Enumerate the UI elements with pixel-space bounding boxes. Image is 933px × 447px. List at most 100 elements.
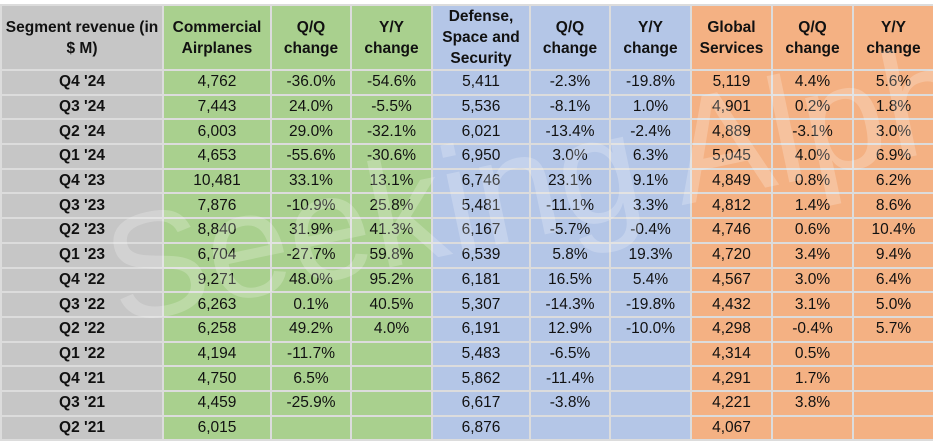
cell-services-qq: [771, 414, 854, 442]
cell-commercial-qq: 29.0%: [270, 118, 352, 146]
cell-defense-yy: -19.8%: [609, 69, 692, 96]
cell-commercial-airplanes: 6,003: [162, 118, 272, 146]
cell-defense-qq: -13.4%: [529, 118, 611, 146]
cell-services-yy: 5.6%: [852, 69, 933, 96]
cell-defense-qq: -3.8%: [529, 389, 611, 417]
cell-commercial-airplanes: 6,263: [162, 291, 272, 318]
table-row: Q1 '24 4,653 -55.6% -30.6% 6,950 3.0% 6.3% 5,04…: [0, 143, 933, 170]
cell-quarter: Q4 '21: [0, 365, 164, 392]
cell-commercial-yy: 59.8%: [350, 241, 433, 269]
cell-defense-space-security: 5,307: [431, 291, 531, 318]
cell-global-services: 4,901: [690, 93, 773, 121]
cell-commercial-qq: 33.1%: [270, 167, 352, 195]
cell-defense-qq: 12.9%: [529, 315, 611, 343]
cell-global-services: 4,298: [690, 315, 773, 343]
cell-commercial-airplanes: 6,258: [162, 315, 272, 343]
cell-defense-yy: [609, 365, 692, 392]
cell-commercial-qq: -10.9%: [270, 192, 352, 220]
cell-commercial-qq: -27.7%: [270, 241, 352, 269]
cell-defense-yy: 1.0%: [609, 93, 692, 121]
cell-commercial-yy: 4.0%: [350, 315, 433, 343]
table-row: Q3 '24 7,443 24.0% -5.5% 5,536 -8.1% 1.0% 4,901…: [0, 93, 933, 121]
cell-defense-qq: -11.4%: [529, 365, 611, 392]
cell-defense-space-security: 6,950: [431, 143, 531, 170]
cell-defense-space-security: 6,876: [431, 414, 531, 442]
cell-commercial-qq: -25.9%: [270, 389, 352, 417]
cell-commercial-qq: 24.0%: [270, 93, 352, 121]
cell-services-qq: 1.4%: [771, 192, 854, 220]
cell-defense-space-security: 5,536: [431, 93, 531, 121]
cell-commercial-qq: 31.9%: [270, 217, 352, 244]
cell-defense-qq: 16.5%: [529, 266, 611, 294]
cell-services-yy: 8.6%: [852, 192, 933, 220]
cell-defense-space-security: 5,483: [431, 340, 531, 368]
cell-defense-yy: -19.8%: [609, 291, 692, 318]
cell-defense-space-security: 6,746: [431, 167, 531, 195]
table-row: Q2 '24 6,003 29.0% -32.1% 6,021 -13.4% -2.4% 4,…: [0, 118, 933, 146]
cell-global-services: 4,314: [690, 340, 773, 368]
cell-services-qq: -0.4%: [771, 315, 854, 343]
cell-global-services: 4,746: [690, 217, 773, 244]
segment-revenue-table: Segment revenue (in $ M) Commercial Airpl…: [0, 4, 933, 442]
cell-defense-qq: 23.1%: [529, 167, 611, 195]
cell-commercial-yy: [350, 340, 433, 368]
cell-defense-space-security: 5,862: [431, 365, 531, 392]
table-row: Q2 '22 6,258 49.2% 4.0% 6,191 12.9% -10.0% 4,29…: [0, 315, 933, 343]
header-defense-space-security: Defense, Space and Security: [431, 4, 531, 71]
cell-commercial-yy: 40.5%: [350, 291, 433, 318]
cell-commercial-yy: -54.6%: [350, 69, 433, 96]
header-defense-yy: Y/Y change: [609, 4, 692, 71]
cell-services-qq: 0.6%: [771, 217, 854, 244]
cell-defense-qq: 3.0%: [529, 143, 611, 170]
cell-quarter: Q2 '23: [0, 217, 164, 244]
header-quarter: Segment revenue (in $ M): [0, 4, 164, 71]
cell-services-qq: 1.7%: [771, 365, 854, 392]
cell-commercial-airplanes: 9,271: [162, 266, 272, 294]
cell-global-services: 5,119: [690, 69, 773, 96]
cell-defense-yy: [609, 414, 692, 442]
cell-services-qq: 4.4%: [771, 69, 854, 96]
header-commercial-qq: Q/Q change: [270, 4, 352, 71]
cell-services-yy: 3.0%: [852, 118, 933, 146]
cell-global-services: 4,567: [690, 266, 773, 294]
cell-commercial-qq: 48.0%: [270, 266, 352, 294]
cell-services-qq: 3.4%: [771, 241, 854, 269]
cell-commercial-qq: [270, 414, 352, 442]
cell-quarter: Q1 '24: [0, 143, 164, 170]
cell-commercial-yy: 13.1%: [350, 167, 433, 195]
cell-global-services: 4,067: [690, 414, 773, 442]
table-row: Q3 '22 6,263 0.1% 40.5% 5,307 -14.3% -19.8% 4,4…: [0, 291, 933, 318]
cell-defense-space-security: 6,539: [431, 241, 531, 269]
cell-global-services: 4,291: [690, 365, 773, 392]
cell-defense-yy: -10.0%: [609, 315, 692, 343]
cell-commercial-qq: -11.7%: [270, 340, 352, 368]
cell-global-services: 5,045: [690, 143, 773, 170]
cell-services-yy: 5.0%: [852, 291, 933, 318]
cell-global-services: 4,432: [690, 291, 773, 318]
cell-commercial-airplanes: 8,840: [162, 217, 272, 244]
cell-defense-yy: [609, 340, 692, 368]
cell-commercial-yy: [350, 389, 433, 417]
table-row: Q4 '22 9,271 48.0% 95.2% 6,181 16.5% 5.4% 4,567…: [0, 266, 933, 294]
cell-commercial-yy: -30.6%: [350, 143, 433, 170]
cell-commercial-yy: -32.1%: [350, 118, 433, 146]
cell-commercial-qq: -36.0%: [270, 69, 352, 96]
cell-quarter: Q4 '23: [0, 167, 164, 195]
cell-defense-qq: -11.1%: [529, 192, 611, 220]
cell-services-yy: 1.8%: [852, 93, 933, 121]
cell-services-qq: -3.1%: [771, 118, 854, 146]
cell-quarter: Q3 '21: [0, 389, 164, 417]
cell-services-qq: 3.1%: [771, 291, 854, 318]
cell-quarter: Q4 '22: [0, 266, 164, 294]
table-row: Q4 '24 4,762 -36.0% -54.6% 5,411 -2.3% -19.8% 5…: [0, 69, 933, 96]
header-defense-qq: Q/Q change: [529, 4, 611, 71]
cell-defense-space-security: 6,167: [431, 217, 531, 244]
cell-global-services: 4,720: [690, 241, 773, 269]
cell-commercial-airplanes: 6,015: [162, 414, 272, 442]
cell-quarter: Q1 '22: [0, 340, 164, 368]
table-row: Q2 '23 8,840 31.9% 41.3% 6,167 -5.7% -0.4% 4,74…: [0, 217, 933, 244]
cell-commercial-qq: 6.5%: [270, 365, 352, 392]
cell-defense-space-security: 5,411: [431, 69, 531, 96]
cell-global-services: 4,849: [690, 167, 773, 195]
cell-defense-yy: -0.4%: [609, 217, 692, 244]
